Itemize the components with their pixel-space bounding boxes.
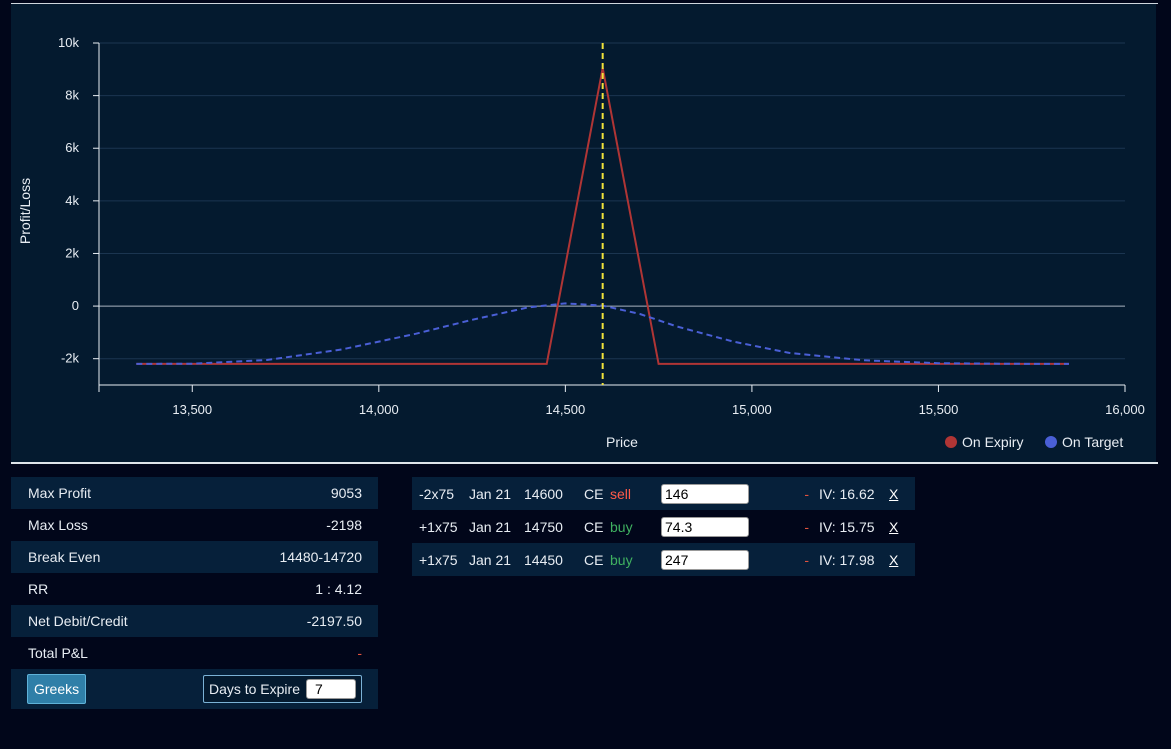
strategy-stats: Max Profit 9053 Max Loss -2198 Break Eve…: [11, 477, 378, 709]
remove-leg-button[interactable]: X: [889, 551, 899, 568]
stats-controls: Greeks Days to Expire: [11, 669, 378, 709]
y-tick-label: 4k: [65, 193, 79, 208]
leg-option-type: CE: [584, 518, 604, 535]
greeks-button[interactable]: Greeks: [27, 674, 87, 704]
leg-change: -: [804, 551, 809, 568]
leg-side: sell: [610, 485, 632, 502]
leg-row: +1x75 Jan 21 14750 CE buy - IV: 15.75 X: [412, 510, 915, 543]
leg-expiry: Jan 21: [469, 485, 512, 502]
leg-strike: 14750: [524, 518, 563, 535]
stat-value: -2197.50: [306, 613, 362, 629]
x-tick-label: 14,000: [359, 402, 399, 417]
remove-leg-button[interactable]: X: [889, 518, 899, 535]
stat-row-max-loss: Max Loss -2198: [11, 509, 378, 541]
payoff-chart-panel: -2k 0 2k 4k 6k 8k 10k 13,500 14,000 14,500 15,000 1…: [11, 4, 1156, 462]
leg-expiry: Jan 21: [469, 518, 512, 535]
stat-row-break-even: Break Even 14480-14720: [11, 541, 378, 573]
legend-swatch: [1045, 436, 1057, 448]
remove-leg-button[interactable]: X: [889, 485, 899, 502]
leg-row: -2x75 Jan 21 14600 CE sell - IV: 16.62 X: [412, 477, 915, 510]
stat-value: 1 : 4.12: [315, 581, 362, 597]
stat-value: -2198: [326, 517, 362, 533]
leg-price-input[interactable]: [661, 483, 749, 504]
leg-side: buy: [610, 551, 633, 568]
y-tick-label: 0: [72, 298, 79, 313]
leg-quantity: -2x75: [419, 485, 455, 502]
leg-expiry: Jan 21: [469, 551, 512, 568]
stat-label: RR: [28, 581, 49, 597]
leg-option-type: CE: [584, 485, 604, 502]
leg-price-input[interactable]: [661, 516, 749, 537]
stat-value: 14480-14720: [279, 549, 362, 565]
stat-value: -: [357, 645, 362, 661]
x-axis-title: Price: [606, 434, 638, 450]
stat-label: Max Profit: [28, 485, 92, 501]
leg-change: -: [804, 518, 809, 535]
payoff-chart: -2k 0 2k 4k 6k 8k 10k 13,500 14,000 14,500 15,000 1…: [17, 35, 1145, 450]
leg-option-type: CE: [584, 551, 604, 568]
x-tick-label: 13,500: [172, 402, 212, 417]
x-tick-label: 14,500: [545, 402, 585, 417]
y-tick-label: 2k: [65, 245, 79, 260]
days-to-expire-input[interactable]: [306, 679, 356, 699]
leg-quantity: +1x75: [419, 518, 458, 535]
y-tick-label: 8k: [65, 88, 79, 103]
days-to-expire-control: Days to Expire: [202, 675, 362, 703]
leg-change: -: [804, 485, 809, 502]
leg-iv: IV: 17.98: [819, 551, 875, 568]
y-axis-title: Profit/Loss: [17, 178, 33, 244]
top-divider: [11, 3, 1158, 4]
stat-row-max-profit: Max Profit 9053: [11, 477, 378, 509]
stat-row-rr: RR 1 : 4.12: [11, 573, 378, 605]
stat-value: 9053: [330, 485, 362, 501]
leg-price-input[interactable]: [661, 549, 749, 570]
legend-swatch: [945, 436, 957, 448]
leg-strike: 14450: [524, 551, 563, 568]
stat-label: Break Even: [28, 549, 101, 565]
y-tick-label: 10k: [58, 35, 79, 50]
y-tick-label: 6k: [65, 140, 79, 155]
x-tick-label: 15,000: [732, 402, 772, 417]
leg-iv: IV: 15.75: [819, 518, 875, 535]
leg-strike: 14600: [524, 485, 563, 502]
stat-label: Net Debit/Credit: [28, 613, 128, 629]
strategy-legs: -2x75 Jan 21 14600 CE sell - IV: 16.62 X…: [412, 477, 915, 576]
stat-label: Max Loss: [28, 517, 88, 533]
legend-label: On Expiry: [962, 434, 1023, 450]
stat-row-net-debit-credit: Net Debit/Credit -2197.50: [11, 605, 378, 637]
stat-label: Total P&L: [28, 645, 88, 661]
leg-side: buy: [610, 518, 633, 535]
x-tick-label: 16,000: [1105, 402, 1145, 417]
days-to-expire-label: Days to Expire: [208, 681, 300, 697]
leg-quantity: +1x75: [419, 551, 458, 568]
y-tick-label: -2k: [61, 351, 80, 366]
leg-iv: IV: 16.62: [819, 485, 875, 502]
leg-row: +1x75 Jan 21 14450 CE buy - IV: 17.98 X: [412, 543, 915, 576]
stat-row-total-pnl: Total P&L -: [11, 637, 378, 669]
legend-label: On Target: [1062, 434, 1123, 450]
x-tick-label: 15,500: [919, 402, 959, 417]
chart-divider: [11, 462, 1158, 464]
